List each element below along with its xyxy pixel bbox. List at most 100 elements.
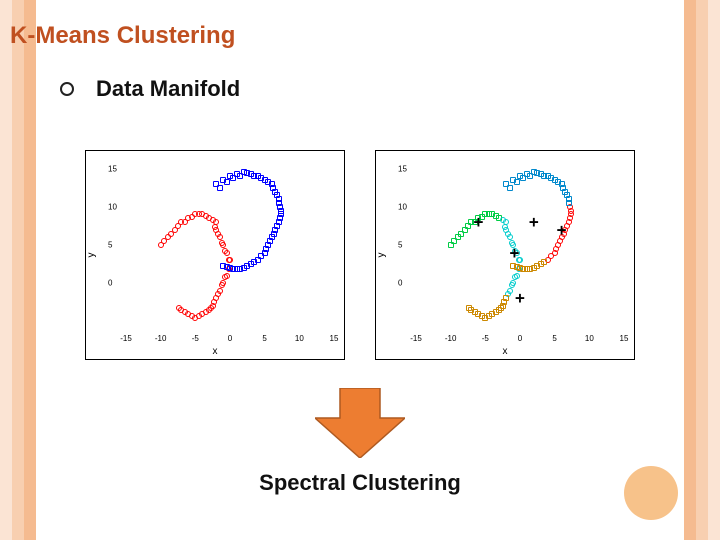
- y-tick: 15: [398, 164, 407, 173]
- data-point: [237, 266, 243, 272]
- x-tick: 15: [620, 334, 629, 343]
- data-point: [505, 231, 511, 237]
- data-point: [176, 305, 182, 311]
- data-point: [224, 264, 230, 270]
- data-point: [500, 217, 506, 223]
- y-axis-label-right: y: [376, 253, 387, 258]
- data-point: [514, 264, 520, 270]
- scatter-chart-right: +++++ x y -15-10-5051015051015: [375, 150, 635, 360]
- x-tick: 15: [330, 334, 339, 343]
- down-arrow: [315, 388, 405, 458]
- data-point: [215, 291, 221, 297]
- data-point: [244, 170, 250, 176]
- data-point: [512, 274, 518, 280]
- data-point: [168, 231, 174, 237]
- x-tick: -5: [482, 334, 489, 343]
- bottom-label: Spectral Clustering: [259, 470, 461, 496]
- centroid-marker: +: [515, 290, 525, 306]
- arrow-down-icon: [315, 388, 405, 458]
- data-point: [208, 305, 214, 311]
- data-point: [211, 299, 217, 305]
- bullet-label: Data Manifold: [96, 76, 240, 102]
- centroid-marker: +: [557, 222, 567, 238]
- data-point: [215, 231, 221, 237]
- data-point: [224, 179, 230, 185]
- data-point: [237, 173, 243, 179]
- data-point: [263, 246, 269, 252]
- data-point: [196, 211, 202, 217]
- x-tick: 0: [518, 334, 522, 343]
- data-point: [527, 266, 533, 272]
- data-point: [258, 253, 264, 259]
- data-point: [566, 200, 572, 206]
- x-tick: 0: [228, 334, 232, 343]
- data-point: [226, 257, 232, 263]
- data-point: [541, 259, 547, 265]
- data-point: [514, 179, 520, 185]
- data-point: [251, 173, 257, 179]
- data-point: [451, 238, 457, 244]
- data-point: [217, 185, 223, 191]
- y-tick: 5: [108, 241, 112, 250]
- data-point: [175, 223, 181, 229]
- data-point: [196, 313, 202, 319]
- data-point: [274, 192, 280, 198]
- x-tick: 10: [295, 334, 304, 343]
- data-point: [534, 263, 540, 269]
- y-tick: 0: [108, 279, 112, 288]
- data-point: [230, 266, 236, 272]
- data-point: [230, 175, 236, 181]
- y-tick: 0: [398, 279, 402, 288]
- y-tick: 10: [398, 202, 407, 211]
- x-tick: -15: [410, 334, 422, 343]
- x-tick: 10: [585, 334, 594, 343]
- x-tick: -15: [120, 334, 132, 343]
- data-point: [212, 224, 218, 230]
- data-point: [277, 215, 283, 221]
- bullet-row: Data Manifold: [60, 76, 240, 102]
- y-tick: 10: [108, 202, 117, 211]
- charts-container: x y -15-10-5051015051015 +++++ x y -15-1…: [0, 150, 720, 380]
- data-point: [244, 263, 250, 269]
- data-point: [520, 266, 526, 272]
- data-point: [251, 259, 257, 265]
- x-axis-label-right: x: [503, 346, 508, 357]
- data-point: [161, 238, 167, 244]
- data-point: [203, 309, 209, 315]
- scatter-chart-left: x y -15 -10 -5 0 5 10 15 0 5 10 15: [85, 150, 345, 360]
- x-tick: 5: [262, 334, 266, 343]
- y-axis-label-left: y: [86, 253, 97, 258]
- data-point: [278, 208, 284, 214]
- data-point: [507, 185, 513, 191]
- y-tick: 15: [108, 164, 117, 173]
- plot-area-left: [126, 161, 334, 329]
- x-tick: -10: [445, 334, 457, 343]
- data-point: [502, 224, 508, 230]
- data-point: [276, 200, 282, 206]
- data-point: [465, 223, 471, 229]
- data-point: [222, 248, 228, 254]
- data-point: [466, 305, 472, 311]
- data-point: [219, 240, 225, 246]
- x-tick: 5: [552, 334, 556, 343]
- corner-circle-icon: [624, 466, 678, 520]
- data-point: [271, 231, 277, 237]
- data-point: [222, 274, 228, 280]
- data-point: [182, 309, 188, 315]
- data-point: [189, 313, 195, 319]
- data-point: [274, 223, 280, 229]
- bullet-icon: [60, 82, 74, 96]
- data-point: [267, 238, 273, 244]
- x-axis-label-left: x: [213, 346, 218, 357]
- x-tick: -5: [192, 334, 199, 343]
- x-tick: -10: [155, 334, 167, 343]
- centroid-marker: +: [474, 214, 484, 230]
- data-point: [486, 211, 492, 217]
- page-title: K-Means Clustering: [10, 22, 235, 50]
- y-tick: 5: [398, 241, 402, 250]
- data-point: [182, 219, 188, 225]
- data-point: [493, 213, 499, 219]
- data-point: [458, 231, 464, 237]
- data-point: [210, 217, 216, 223]
- data-point: [219, 282, 225, 288]
